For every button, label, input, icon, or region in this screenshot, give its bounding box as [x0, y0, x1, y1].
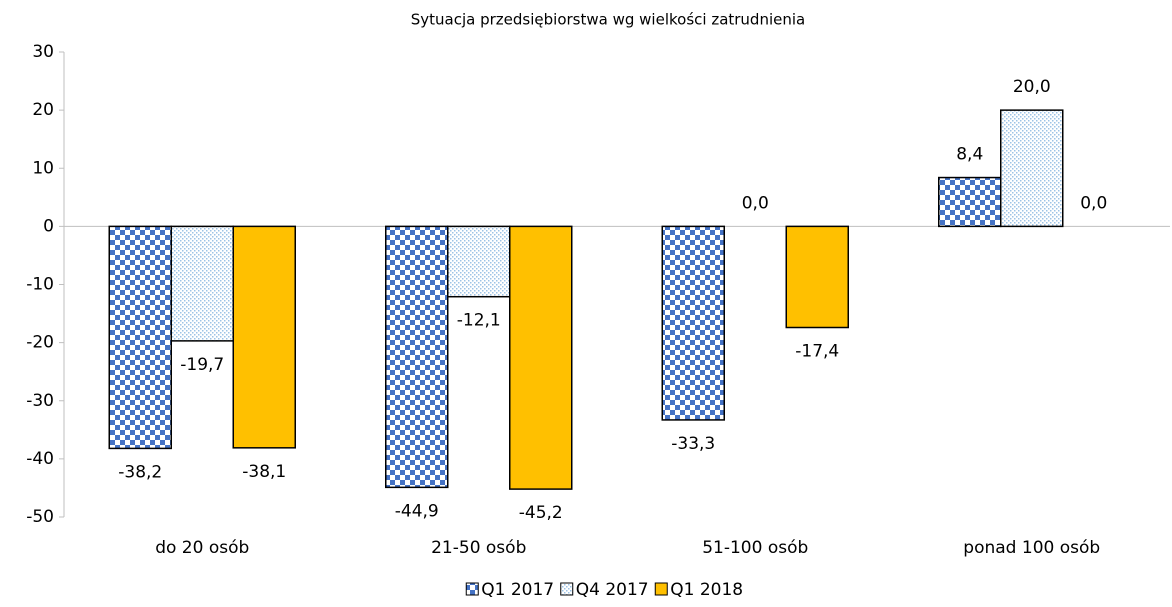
legend-label: Q4 2017 — [576, 580, 649, 600]
y-tick-label: -10 — [26, 275, 54, 295]
value-label: 20,0 — [1013, 77, 1051, 97]
value-label: 8,4 — [956, 145, 983, 165]
legend-swatch — [465, 582, 479, 596]
bar — [232, 225, 296, 449]
value-label: -38,1 — [242, 462, 286, 482]
y-tick-label: -20 — [26, 333, 54, 353]
bar — [170, 225, 234, 342]
value-label: -44,9 — [395, 501, 439, 521]
bar — [509, 225, 573, 490]
y-tick-label: 0 — [43, 216, 54, 236]
value-label: -38,2 — [118, 462, 162, 482]
y-tick-label: 30 — [32, 42, 54, 62]
x-tick-label: 51-100 osób — [702, 538, 808, 558]
legend-swatch — [560, 582, 574, 596]
value-label: -19,7 — [180, 355, 224, 375]
y-tick-label: -50 — [26, 507, 54, 527]
x-tick-label: ponad 100 osób — [963, 538, 1100, 558]
value-label: -33,3 — [671, 434, 715, 454]
value-label: -17,4 — [795, 342, 839, 362]
bar — [661, 225, 725, 421]
value-label: 0,0 — [1080, 193, 1107, 213]
y-tick-label: 20 — [32, 100, 54, 120]
legend-label: Q1 2017 — [481, 580, 554, 600]
bar — [938, 176, 1002, 228]
bar — [447, 225, 511, 298]
bar — [108, 225, 172, 450]
value-label: -45,2 — [519, 503, 563, 523]
y-tick-label: -30 — [26, 391, 54, 411]
bar — [785, 225, 849, 329]
y-tick-label: -40 — [26, 449, 54, 469]
bar — [385, 225, 449, 489]
value-label: 0,0 — [742, 193, 769, 213]
x-tick-label: 21-50 osób — [431, 538, 526, 558]
x-tick-label: do 20 osób — [155, 538, 249, 558]
value-label: -12,1 — [457, 311, 501, 331]
bar — [1000, 109, 1064, 228]
legend-swatch — [654, 582, 668, 596]
legend-label: Q1 2018 — [670, 580, 743, 600]
y-tick-label: 10 — [32, 158, 54, 178]
chart-title: Sytuacja przedsiębiorstwa wg wielkości z… — [411, 11, 805, 29]
